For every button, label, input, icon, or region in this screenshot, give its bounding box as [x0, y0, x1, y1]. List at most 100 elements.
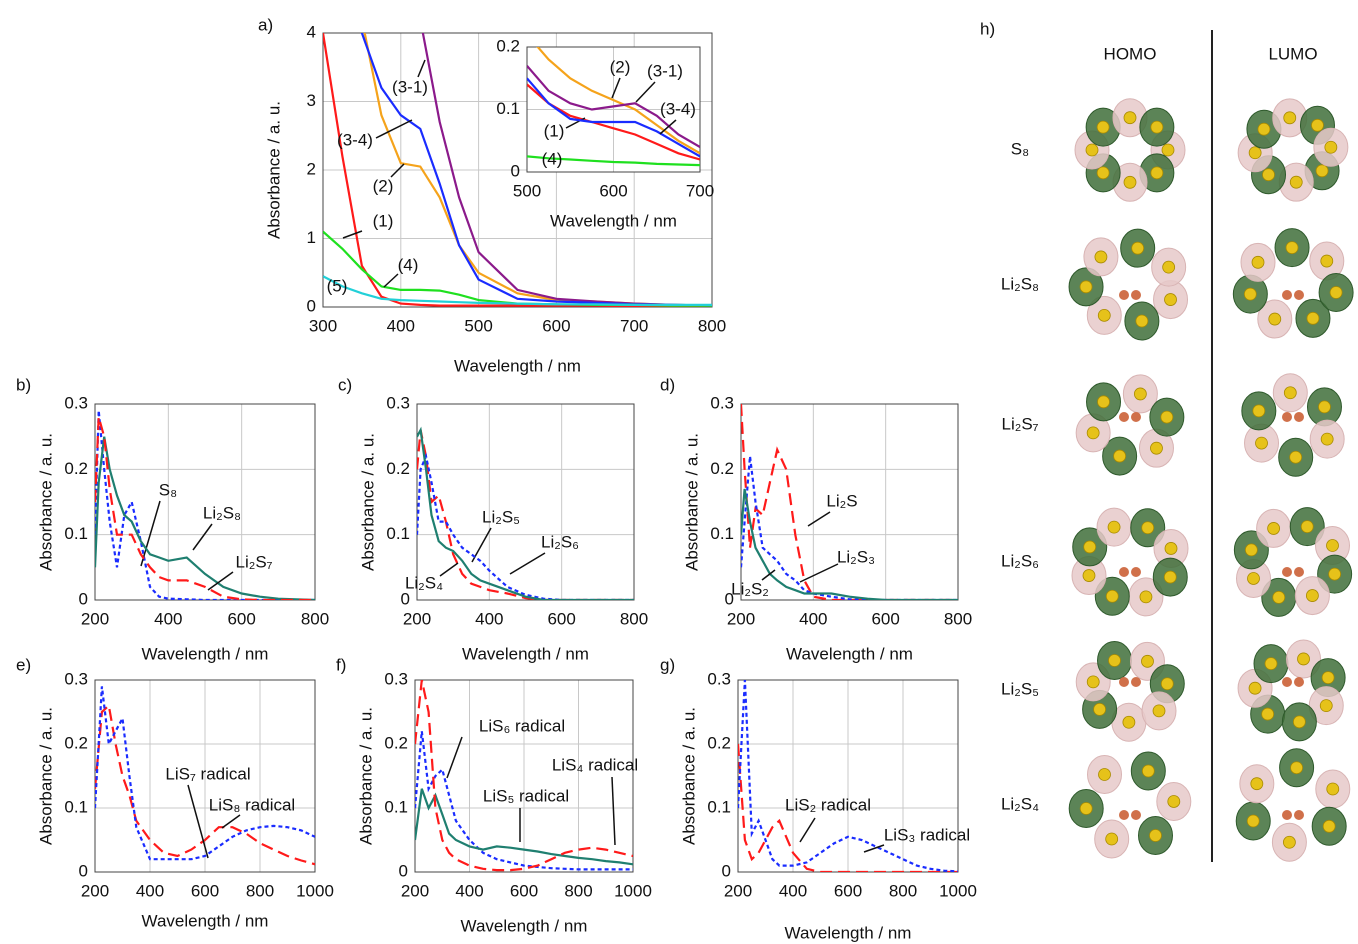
- data-line: [741, 488, 958, 600]
- x-tick-label: 400: [387, 316, 415, 335]
- leader-line: [342, 230, 363, 239]
- sulfur-atom: [1244, 543, 1258, 557]
- sulfur-atom: [1248, 681, 1262, 695]
- x-tick-label: 200: [724, 881, 752, 900]
- sulfur-atom: [1163, 570, 1177, 584]
- panel-label: d): [660, 375, 675, 394]
- series-label: Li₂S₆: [541, 532, 579, 551]
- data-line: [417, 426, 634, 600]
- y-tick-label: 0.1: [496, 99, 520, 118]
- leader-line: [611, 776, 616, 846]
- sulfur-atom: [1257, 122, 1271, 136]
- sulfur-atom: [1097, 395, 1110, 409]
- series-label: LiS₅ radical: [483, 786, 569, 805]
- sulfur-atom: [1085, 143, 1099, 157]
- leader-line: [221, 814, 241, 829]
- series-label: (3-1): [647, 61, 683, 80]
- panel-label: g): [660, 655, 675, 674]
- sulfur-atom: [1328, 567, 1342, 581]
- lithium-atom: [1294, 810, 1304, 820]
- y-tick-label: 0.2: [710, 459, 734, 478]
- sulfur-atom: [1251, 255, 1265, 269]
- y-tick-label: 0.1: [64, 797, 88, 816]
- sulfur-atom: [1096, 120, 1110, 134]
- plot-frame: [322, 32, 713, 308]
- x-tick-label: 600: [542, 316, 570, 335]
- series-label: S₈: [159, 480, 177, 499]
- x-tick-label: 600: [227, 609, 255, 628]
- x-tick-label: 600: [510, 881, 538, 900]
- orbital-image: [1241, 373, 1345, 477]
- sulfur-atom: [1164, 293, 1177, 306]
- data-line: [95, 703, 315, 866]
- series-label: (3-4): [337, 130, 373, 149]
- y-axis-label: Absorbance / a. u.: [679, 707, 698, 845]
- y-tick-label: 0.3: [707, 669, 731, 688]
- series-label: (4): [542, 149, 563, 168]
- plot-frame: [526, 46, 701, 173]
- series-label: (3-4): [660, 99, 696, 118]
- orbital-image: [1075, 641, 1185, 742]
- sulfur-atom: [1135, 314, 1149, 328]
- leader-line: [659, 119, 677, 135]
- data-line: [95, 416, 315, 600]
- sulfur-atom: [1243, 287, 1257, 301]
- leader-line: [611, 77, 621, 99]
- x-tick-label: 600: [191, 881, 219, 900]
- leader-line: [383, 273, 399, 288]
- data-line: [323, 230, 712, 307]
- x-tick-label: 300: [309, 316, 337, 335]
- data-line: [738, 743, 958, 872]
- x-tick-label: 200: [81, 609, 109, 628]
- orbital-image: [1235, 748, 1351, 862]
- leader-line: [207, 571, 234, 591]
- data-line: [738, 680, 958, 872]
- series-label: (1): [544, 121, 565, 140]
- y-tick-label: 0.1: [64, 524, 88, 543]
- sulfur-atom: [1113, 449, 1127, 463]
- x-tick-label: 800: [564, 881, 592, 900]
- sulfur-atom: [1250, 777, 1264, 791]
- series-label: LiS₂ radical: [785, 795, 871, 814]
- x-tick-label: 800: [889, 881, 917, 900]
- sulfur-atom: [1282, 835, 1296, 849]
- y-tick-label: 0: [307, 296, 316, 315]
- sulfur-atom: [1086, 675, 1100, 689]
- sulfur-atom: [1139, 590, 1153, 604]
- x-tick-label: 800: [944, 609, 972, 628]
- sulfur-atom: [1324, 140, 1338, 154]
- leader-line: [509, 552, 546, 575]
- sulfur-atom: [1133, 387, 1147, 401]
- series-label: (1): [373, 211, 394, 230]
- sulfur-atom: [1322, 819, 1336, 833]
- leader-line: [799, 817, 816, 843]
- sulfur-atom: [1122, 715, 1136, 729]
- panel-label: e): [16, 655, 31, 674]
- orbital-image: [1237, 98, 1349, 202]
- sulfur-atom: [1262, 168, 1275, 182]
- y-tick-label: 0.2: [496, 36, 520, 55]
- x-tick-label: 400: [779, 881, 807, 900]
- series-label: LiS₃ radical: [884, 825, 970, 844]
- leader-line: [439, 562, 459, 577]
- x-tick-label: 200: [81, 881, 109, 900]
- y-tick-label: 2: [307, 159, 316, 178]
- data-line: [415, 731, 633, 871]
- sulfur-atom: [1141, 654, 1154, 668]
- x-tick-label: 1000: [614, 881, 652, 900]
- x-tick-label: 600: [871, 609, 899, 628]
- sulfur-atom: [1123, 111, 1137, 125]
- leader-line: [390, 163, 405, 178]
- x-tick-label: 1000: [939, 881, 977, 900]
- sulfur-atom: [1160, 410, 1174, 424]
- x-tick-label: 800: [246, 881, 274, 900]
- y-tick-label: 0.2: [64, 459, 88, 478]
- sulfur-atom: [1098, 768, 1111, 781]
- sulfur-atom: [1289, 450, 1303, 464]
- sulfur-atom: [1149, 829, 1162, 842]
- orbital-image: [1233, 507, 1353, 617]
- sulfur-atom: [1160, 677, 1174, 691]
- leader-line: [807, 511, 831, 527]
- sulfur-atom: [1094, 250, 1108, 264]
- sulfur-atom: [1164, 542, 1178, 555]
